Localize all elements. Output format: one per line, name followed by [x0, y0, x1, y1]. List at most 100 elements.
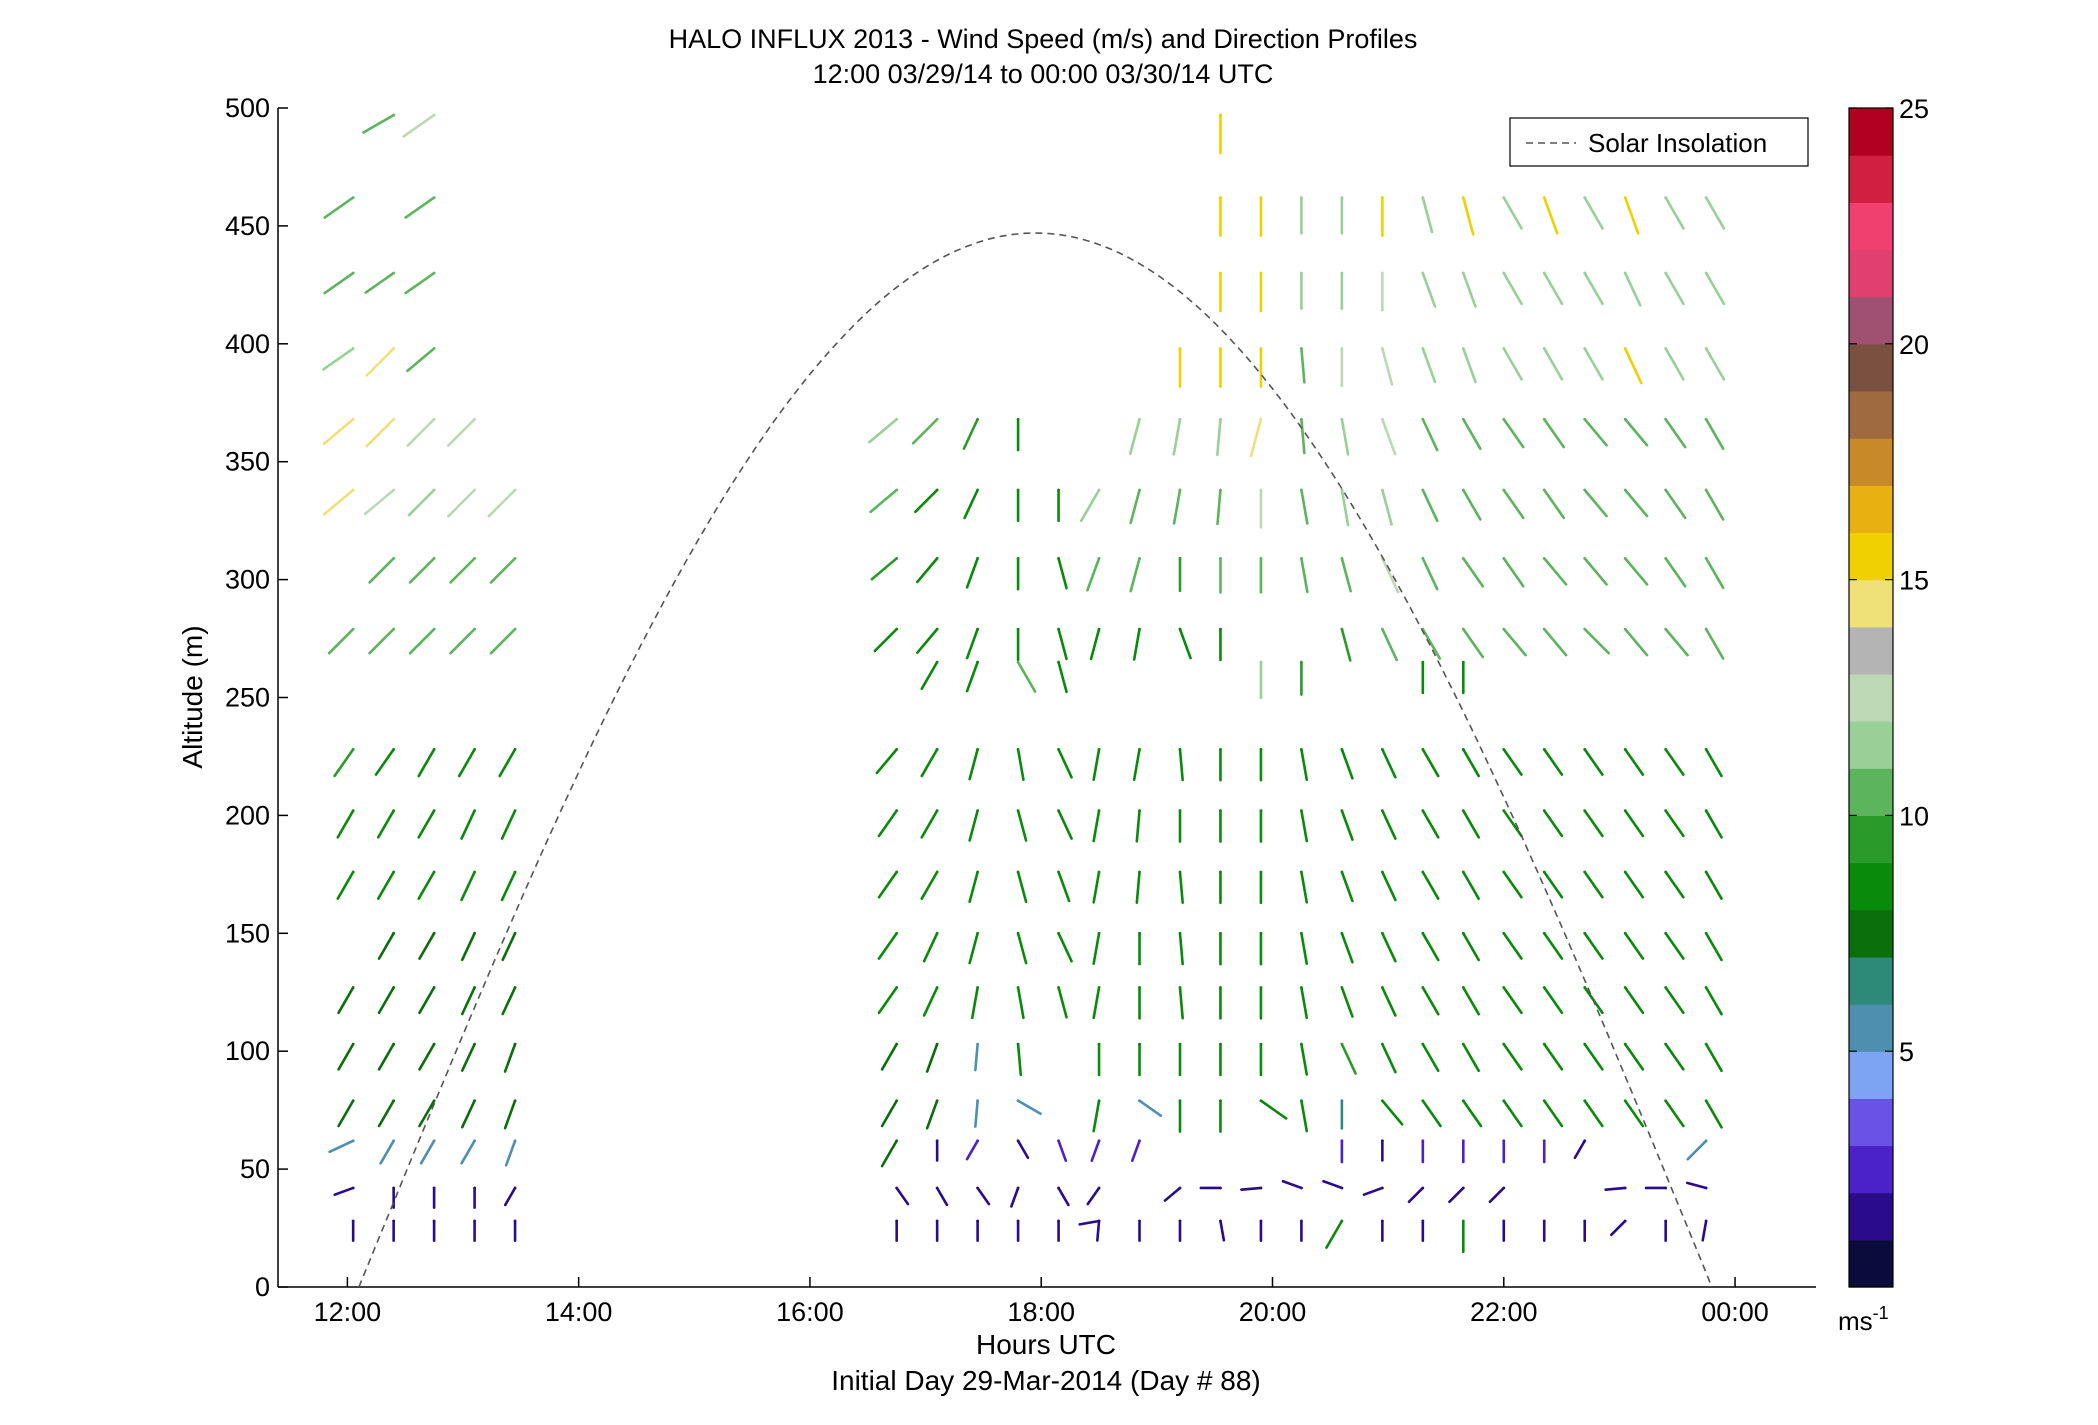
- wind-barb-base: [392, 1186, 396, 1190]
- wind-barb-base: [392, 1099, 396, 1103]
- wind-barb-base: [392, 556, 396, 560]
- wind-barb-base: [1461, 986, 1465, 989]
- wind-barb-base: [1219, 196, 1222, 200]
- wind-barb: [1502, 347, 1523, 381]
- wind-barb: [1462, 196, 1475, 236]
- wind-barb-base: [1704, 417, 1708, 421]
- wind-barb: [968, 748, 979, 781]
- wind-barb-base: [1542, 1139, 1546, 1143]
- wind-barb: [1502, 488, 1525, 520]
- wind-barb-base: [1178, 627, 1182, 631]
- wind-barb-base: [1583, 747, 1587, 751]
- wind-barb-base: [1380, 931, 1384, 935]
- wind-barb: [418, 1042, 436, 1071]
- wind-barb-base: [1421, 986, 1425, 989]
- wind-barb-base: [1138, 870, 1141, 874]
- wind-barb: [1016, 1042, 1023, 1077]
- wind-barb: [1664, 271, 1685, 306]
- wind-barb-base: [976, 931, 980, 935]
- wind-barb-base: [1461, 196, 1465, 200]
- colorbar-gradient: [1849, 108, 1893, 1288]
- wind-barb: [1542, 627, 1568, 657]
- wind-barb: [1502, 557, 1525, 588]
- wind-barb-base: [1704, 870, 1708, 874]
- wind-barb: [868, 417, 898, 444]
- wind-barb-base: [1259, 417, 1263, 421]
- wind-barb-base: [1502, 417, 1506, 421]
- wind-barb: [1664, 196, 1685, 230]
- wind-barb: [1502, 417, 1525, 449]
- wind-barb: [1583, 870, 1604, 899]
- wind-barb-base: [1300, 1219, 1303, 1223]
- wind-barb: [1583, 1099, 1604, 1128]
- wind-barb-base: [1583, 627, 1587, 631]
- wind-barb-base: [1259, 488, 1263, 492]
- colorbar-tick-label: 20: [1899, 330, 1929, 360]
- wind-barb-base: [1704, 196, 1708, 200]
- wind-barb-base: [1623, 747, 1627, 751]
- wind-barb-base: [1461, 1042, 1465, 1046]
- wind-barb-base: [1097, 556, 1101, 560]
- wind-barb: [333, 1186, 355, 1196]
- wind-barb-base: [935, 1099, 939, 1103]
- wind-barb: [374, 748, 395, 776]
- wind-barb-base: [1219, 271, 1222, 275]
- wind-barb-base: [1340, 931, 1344, 935]
- wind-barb-base: [1664, 986, 1668, 989]
- colorbar-segment: [1849, 721, 1893, 769]
- wind-barb-base: [1380, 488, 1384, 492]
- colorbar-tick-label: 5: [1899, 1037, 1914, 1067]
- wind-barb: [1542, 271, 1564, 306]
- wind-barb-base: [473, 747, 476, 751]
- wind-barb: [1407, 1186, 1425, 1204]
- wind-barb: [377, 986, 395, 1015]
- wind-barb-base: [895, 747, 899, 751]
- wind-barb-base: [1380, 1099, 1384, 1103]
- wind-barb: [1010, 1186, 1020, 1208]
- wind-barb-base: [1542, 870, 1546, 874]
- wind-barb: [1704, 488, 1725, 521]
- wind-barb: [337, 1099, 355, 1128]
- wind-barb-base: [1421, 556, 1425, 560]
- wind-barb-base: [1178, 347, 1182, 350]
- wind-barb: [1016, 1099, 1042, 1116]
- wind-barb-base: [1704, 1186, 1708, 1190]
- wind-barb-base: [1461, 747, 1465, 751]
- wind-barb: [1249, 417, 1263, 458]
- wind-barb: [1542, 986, 1564, 1015]
- wind-barb-base: [1502, 1042, 1506, 1046]
- wind-barb-base: [1704, 1042, 1708, 1046]
- wind-barb-base: [1623, 1099, 1627, 1103]
- wind-barb-base: [1704, 1099, 1708, 1103]
- wind-barb: [965, 627, 979, 660]
- wind-barb: [1300, 347, 1306, 384]
- wind-barb-base: [1138, 1099, 1141, 1103]
- x-tick-label: 12:00: [314, 1297, 382, 1327]
- wind-barb-base: [1259, 931, 1263, 935]
- wind-barb-base: [1138, 1139, 1141, 1143]
- wind-barb-base: [1583, 556, 1587, 560]
- wind-barb-base: [1461, 556, 1465, 560]
- wind-barb: [1623, 870, 1645, 899]
- wind-barb-base: [351, 1139, 355, 1143]
- wind-barb-base: [1178, 488, 1182, 492]
- wind-barb-base: [1704, 271, 1708, 275]
- wind-barb: [1462, 870, 1481, 900]
- wind-barb-base: [1583, 1139, 1587, 1143]
- wind-barb-base: [1704, 747, 1708, 751]
- wind-barb-base: [895, 1186, 899, 1190]
- wind-barb-base: [1542, 271, 1546, 275]
- wind-barb-base: [1664, 931, 1668, 935]
- wind-barb: [925, 1099, 939, 1130]
- wind-barb-base: [1016, 809, 1020, 813]
- wind-barb-base: [1057, 627, 1060, 631]
- wind-barb-base: [1300, 1042, 1303, 1046]
- wind-barb: [368, 557, 395, 584]
- wind-barb-base: [1583, 809, 1587, 813]
- wind-barb: [364, 271, 395, 294]
- wind-barb-base: [1542, 556, 1546, 560]
- wind-barb: [1178, 986, 1184, 1020]
- wind-barb-base: [1300, 556, 1303, 560]
- wind-barb-base: [1502, 488, 1506, 492]
- wind-barb: [1057, 931, 1073, 963]
